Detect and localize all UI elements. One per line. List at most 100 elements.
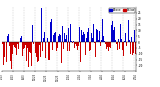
Bar xyxy=(128,20,129,42)
Bar xyxy=(41,8,42,42)
Bar xyxy=(78,42,79,46)
Bar xyxy=(99,31,100,42)
Bar xyxy=(119,42,120,49)
Bar xyxy=(32,25,33,42)
Bar xyxy=(36,42,37,57)
Bar xyxy=(84,35,85,42)
Bar xyxy=(4,42,5,57)
Bar xyxy=(129,40,130,42)
Bar xyxy=(71,41,72,42)
Bar xyxy=(118,39,119,42)
Bar xyxy=(70,24,71,42)
Bar xyxy=(17,42,18,44)
Bar xyxy=(89,42,90,51)
Bar xyxy=(130,42,131,54)
Bar xyxy=(117,42,118,50)
Bar xyxy=(44,32,45,42)
Bar xyxy=(96,29,97,42)
Bar xyxy=(65,39,66,42)
Bar xyxy=(95,42,96,57)
Bar xyxy=(125,37,126,42)
Bar xyxy=(9,40,10,42)
Bar xyxy=(40,42,41,57)
Bar xyxy=(93,24,94,42)
Bar xyxy=(47,42,48,50)
Bar xyxy=(87,32,88,42)
Bar xyxy=(11,42,12,69)
Bar xyxy=(79,18,80,42)
Bar xyxy=(61,42,62,63)
Bar xyxy=(51,41,52,42)
Bar xyxy=(27,42,28,48)
Bar xyxy=(52,42,53,50)
Bar xyxy=(28,42,29,67)
Bar xyxy=(88,28,89,42)
Bar xyxy=(16,42,17,49)
Bar xyxy=(3,42,4,65)
Bar xyxy=(121,39,122,42)
Bar xyxy=(120,24,121,42)
Bar xyxy=(43,38,44,42)
Bar xyxy=(72,42,73,43)
Bar xyxy=(25,42,26,45)
Bar xyxy=(42,42,43,51)
Bar xyxy=(8,33,9,42)
Bar xyxy=(6,42,7,62)
Bar xyxy=(67,42,68,51)
Bar xyxy=(124,41,125,42)
Bar xyxy=(7,36,8,42)
Bar xyxy=(30,42,31,53)
Bar xyxy=(116,42,117,44)
Bar xyxy=(1,41,2,42)
Bar xyxy=(75,42,76,44)
Bar xyxy=(33,42,34,44)
Bar xyxy=(91,33,92,42)
Bar xyxy=(29,42,30,52)
Bar xyxy=(56,42,57,51)
Bar xyxy=(2,42,3,44)
Bar xyxy=(55,32,56,42)
Bar xyxy=(97,30,98,42)
Bar xyxy=(31,42,32,66)
Bar xyxy=(63,42,64,49)
Bar xyxy=(26,42,27,61)
Bar xyxy=(133,42,134,53)
Bar xyxy=(35,42,36,54)
Bar xyxy=(86,38,87,42)
Bar xyxy=(19,42,20,71)
Bar xyxy=(113,30,114,42)
Bar xyxy=(104,42,105,45)
Bar xyxy=(74,42,75,48)
Bar xyxy=(80,42,81,62)
Bar xyxy=(102,19,103,42)
Bar xyxy=(111,25,112,42)
Bar xyxy=(12,42,13,54)
Bar xyxy=(110,42,111,48)
Bar xyxy=(123,42,124,56)
Bar xyxy=(85,42,86,55)
Bar xyxy=(62,26,63,42)
Bar xyxy=(73,41,74,42)
Bar xyxy=(68,28,69,42)
Bar xyxy=(37,42,38,51)
Bar xyxy=(22,42,23,56)
Bar xyxy=(92,38,93,42)
Bar xyxy=(101,40,102,42)
Bar xyxy=(122,42,123,50)
Bar xyxy=(60,35,61,42)
Bar xyxy=(24,42,25,48)
Bar xyxy=(66,35,67,42)
Bar xyxy=(20,38,21,42)
Bar xyxy=(50,22,51,42)
Bar xyxy=(23,42,24,49)
Bar xyxy=(132,31,133,42)
Bar xyxy=(108,42,109,51)
Bar xyxy=(83,32,84,42)
Bar xyxy=(15,42,16,48)
Bar xyxy=(53,35,54,42)
Bar xyxy=(77,42,78,50)
Bar xyxy=(57,42,58,48)
Bar xyxy=(64,33,65,42)
Legend: Above, Below: Above, Below xyxy=(109,7,136,13)
Bar xyxy=(109,42,110,48)
